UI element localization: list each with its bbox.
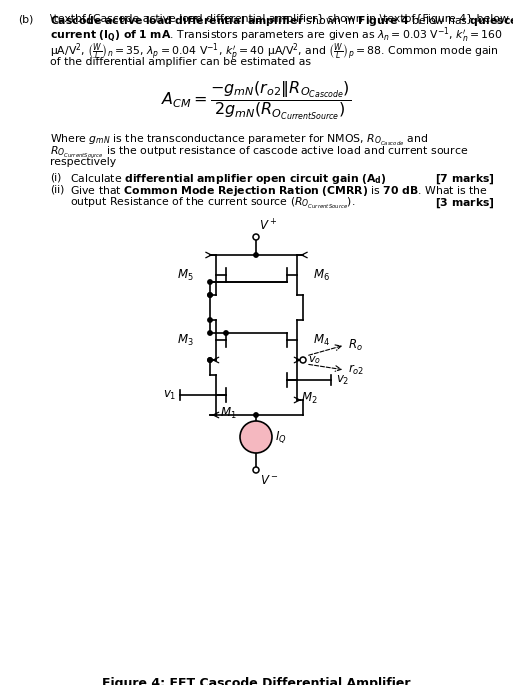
Text: $A_{CM} = \dfrac{-g_{mN}\left(r_{o2}\|R_{O_{Cascode}}\right)}{2g_{mN}\left(R_{O_: $A_{CM} = \dfrac{-g_{mN}\left(r_{o2}\|R_… xyxy=(161,80,351,122)
Text: (i): (i) xyxy=(50,172,62,182)
Text: $M_3$: $M_3$ xyxy=(177,332,194,347)
Text: Give that $\bf{Common\ Mode\ Rejection\ Ration\ (CMRR)}$ is $\bf{70\ dB}$. What : Give that $\bf{Common\ Mode\ Rejection\ … xyxy=(70,184,488,198)
Circle shape xyxy=(224,331,228,335)
Text: Calculate $\bf{differential\ amplifier\ open\ circuit\ gain}$ $\mathbf{(A_d)}$: Calculate $\bf{differential\ amplifier\ … xyxy=(70,172,387,186)
Circle shape xyxy=(208,331,212,335)
Circle shape xyxy=(208,292,212,297)
Text: $M_4$: $M_4$ xyxy=(313,332,330,347)
Text: respectively: respectively xyxy=(50,157,116,167)
Text: $v_o$: $v_o$ xyxy=(308,354,321,366)
Text: $\bf{Cascode\ active\ load\ differential\ amplifier}$ shown in $\bf{Figure\ 4}$ : $\bf{Cascode\ active\ load\ differential… xyxy=(50,14,513,28)
Text: $\bf{current\ (}$$\bf{I_Q}$$\bf{)\ of\ 1\ mA}$. Transistors parameters are given: $\bf{current\ (}$$\bf{I_Q}$$\bf{)\ of\ 1… xyxy=(50,26,503,45)
Text: $r_{o2}$: $r_{o2}$ xyxy=(348,363,364,377)
Text: $V^+$: $V^+$ xyxy=(259,219,278,234)
Text: $\mathrm{\mu A/V^2}$, $\left(\frac{W}{L}\right)_n = 35$, $\lambda_p = 0.04\ \mat: $\mathrm{\mu A/V^2}$, $\left(\frac{W}{L}… xyxy=(50,41,499,64)
Text: $V^-$: $V^-$ xyxy=(260,474,279,487)
Text: of the differential amplifier can be estimated as: of the differential amplifier can be est… xyxy=(50,57,311,67)
Text: $\bf{[7\ marks]}$: $\bf{[7\ marks]}$ xyxy=(435,172,495,186)
Text: $v_2$: $v_2$ xyxy=(336,373,349,386)
Text: $M_1$: $M_1$ xyxy=(220,406,236,421)
Text: $M_6$: $M_6$ xyxy=(313,267,330,282)
Circle shape xyxy=(208,292,212,297)
Circle shape xyxy=(240,421,272,453)
Text: $R_{O_{CurrentSource}}$ is the output resistance of cascode active load and curr: $R_{O_{CurrentSource}}$ is the output re… xyxy=(50,145,468,160)
Circle shape xyxy=(253,234,259,240)
Circle shape xyxy=(254,413,258,417)
Circle shape xyxy=(208,358,212,362)
Text: $I_Q$: $I_Q$ xyxy=(275,429,287,445)
Circle shape xyxy=(208,358,212,362)
Text: $v_1$: $v_1$ xyxy=(163,388,176,401)
Circle shape xyxy=(253,467,259,473)
Text: \textbf{Cascode active load differential amplifier} shown in \textbf{Figure 4} b: \textbf{Cascode active load differential… xyxy=(50,14,513,24)
Text: Figure 4: FET Cascode Differential Amplifier: Figure 4: FET Cascode Differential Ampli… xyxy=(102,677,410,685)
Text: (b): (b) xyxy=(18,14,33,24)
Text: $\bf{[3\ marks]}$: $\bf{[3\ marks]}$ xyxy=(435,196,495,210)
Text: $M_2$: $M_2$ xyxy=(301,390,318,406)
Text: $R_o$: $R_o$ xyxy=(348,338,363,353)
Text: output Resistance of the current source ($R_{O_{CurrentSource}}$).: output Resistance of the current source … xyxy=(70,196,356,211)
Circle shape xyxy=(208,318,212,322)
Circle shape xyxy=(208,279,212,284)
Circle shape xyxy=(254,253,258,257)
Text: (ii): (ii) xyxy=(50,184,64,194)
Text: $M_5$: $M_5$ xyxy=(177,267,194,282)
Circle shape xyxy=(300,357,306,363)
Text: Where $g_{mN}$ is the transconductance parameter for NMOS, $R_{O_{Cascode}}$ and: Where $g_{mN}$ is the transconductance p… xyxy=(50,133,428,148)
